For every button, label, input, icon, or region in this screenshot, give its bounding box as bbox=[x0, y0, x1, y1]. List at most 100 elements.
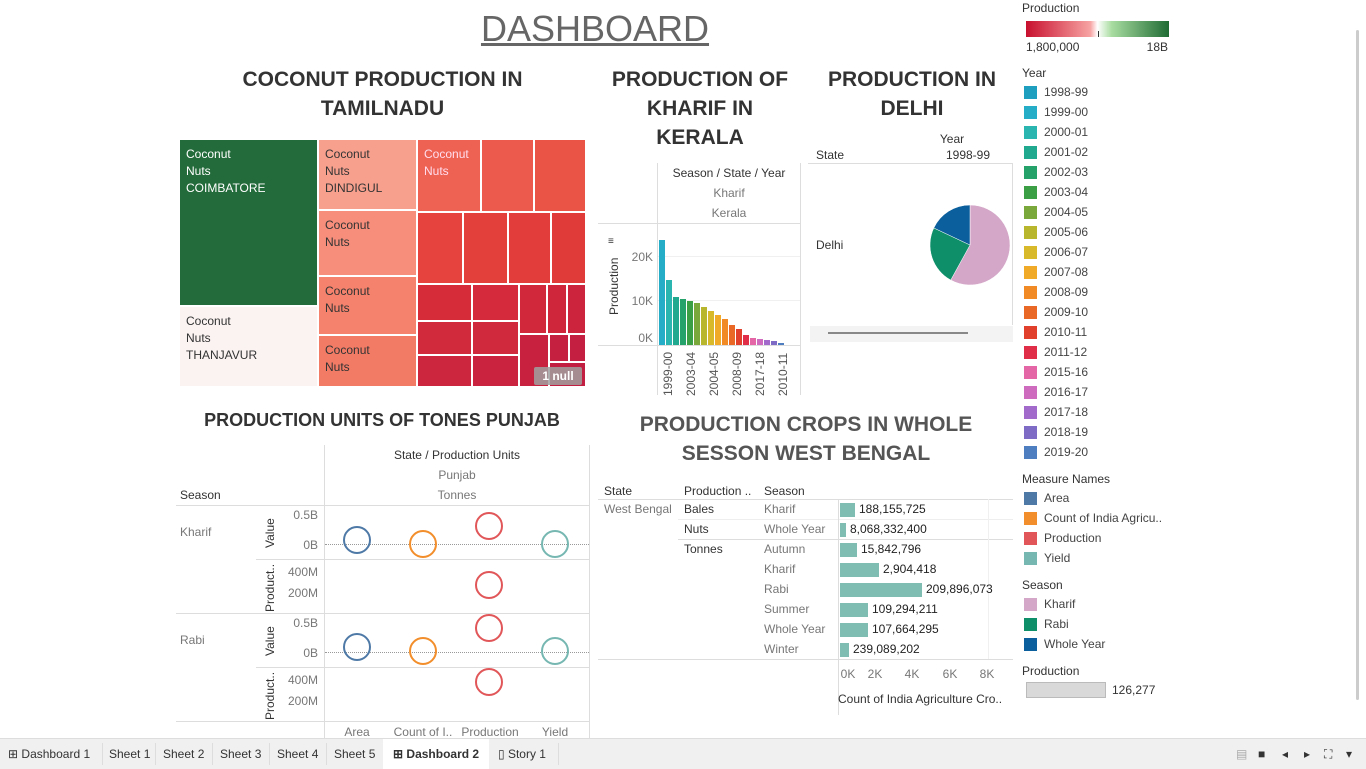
kerala-bar[interactable] bbox=[736, 329, 742, 345]
wb-bar[interactable] bbox=[840, 643, 849, 657]
legend-item[interactable]: 2000-01 bbox=[1024, 124, 1088, 140]
treemap-cell[interactable] bbox=[569, 334, 586, 362]
legend-item[interactable]: Whole Year bbox=[1024, 636, 1105, 652]
kerala-bar[interactable] bbox=[687, 301, 693, 345]
punjab-mark-area[interactable] bbox=[343, 633, 371, 661]
legend-item[interactable]: Kharif bbox=[1024, 596, 1075, 612]
fit-screen-icon[interactable]: ⛶ bbox=[1324, 747, 1333, 761]
treemap-cell[interactable] bbox=[472, 321, 519, 355]
wb-bar[interactable] bbox=[840, 523, 846, 537]
treemap-cell-thanjavur[interactable]: Coconut Nuts THANJAVUR bbox=[179, 306, 318, 387]
legend-item[interactable]: Production bbox=[1024, 530, 1101, 546]
tab-sheet-3[interactable]: Sheet 3 bbox=[220, 747, 262, 761]
legend-item[interactable]: 2018-19 bbox=[1024, 424, 1088, 440]
kerala-bar[interactable] bbox=[771, 341, 777, 345]
legend-item[interactable]: 2003-04 bbox=[1024, 184, 1088, 200]
legend-item[interactable]: 2016-17 bbox=[1024, 384, 1088, 400]
treemap-cell[interactable] bbox=[417, 284, 472, 321]
treemap-cell[interactable]: Coconut Nuts bbox=[318, 335, 417, 387]
legend-item[interactable]: 2019-20 bbox=[1024, 444, 1088, 460]
kerala-bar[interactable] bbox=[743, 335, 749, 345]
kerala-bar[interactable] bbox=[764, 340, 770, 345]
punjab-mark-production[interactable] bbox=[475, 571, 503, 599]
legend-item[interactable]: 2002-03 bbox=[1024, 164, 1088, 180]
kerala-bar[interactable] bbox=[673, 297, 679, 345]
wb-bar[interactable] bbox=[840, 583, 922, 597]
pie-slice-whole-year[interactable] bbox=[933, 204, 971, 246]
legend-item[interactable]: 2009-10 bbox=[1024, 304, 1088, 320]
pie-slice-kharif[interactable] bbox=[950, 204, 1011, 286]
kerala-bar[interactable] bbox=[694, 303, 700, 345]
legend-item[interactable]: Rabi bbox=[1024, 616, 1069, 632]
treemap-cell[interactable] bbox=[519, 284, 547, 334]
kerala-bar[interactable] bbox=[666, 280, 672, 345]
treemap-cell[interactable] bbox=[472, 355, 519, 387]
kerala-bar[interactable] bbox=[715, 315, 721, 345]
treemap-cell[interactable]: Coconut Nuts bbox=[318, 210, 417, 276]
treemap-cell[interactable] bbox=[417, 355, 472, 387]
scrollbar-thumb[interactable] bbox=[1356, 30, 1359, 700]
tab-sheet-4[interactable]: Sheet 4 bbox=[277, 747, 319, 761]
legend-item[interactable]: 2007-08 bbox=[1024, 264, 1088, 280]
legend-item[interactable]: 2005-06 bbox=[1024, 224, 1088, 240]
wb-bar[interactable] bbox=[840, 603, 868, 617]
treemap-cell[interactable] bbox=[417, 212, 463, 284]
kerala-bar[interactable] bbox=[750, 338, 756, 345]
treemap-cell[interactable] bbox=[508, 212, 551, 284]
treemap-cell[interactable] bbox=[463, 212, 508, 284]
legend-item[interactable]: 2008-09 bbox=[1024, 284, 1088, 300]
kerala-bar[interactable] bbox=[729, 325, 735, 345]
kerala-bar[interactable] bbox=[680, 299, 686, 345]
tab-story-1[interactable]: ▯ Story 1 bbox=[498, 745, 546, 763]
legend-item[interactable]: 2006-07 bbox=[1024, 244, 1088, 260]
legend-item[interactable]: Count of India Agricu.. bbox=[1024, 510, 1162, 526]
kerala-bar[interactable] bbox=[659, 240, 665, 345]
vertical-scrollbar[interactable] bbox=[1350, 0, 1366, 738]
pie-slice-rabi[interactable] bbox=[929, 227, 971, 281]
kerala-bar[interactable] bbox=[778, 343, 784, 345]
legend-item[interactable]: Yield bbox=[1024, 550, 1070, 566]
tab-sheet-5[interactable]: Sheet 5 bbox=[334, 747, 376, 761]
kerala-bar[interactable] bbox=[708, 311, 714, 345]
legend-item[interactable]: 2011-12 bbox=[1024, 344, 1087, 360]
legend-item[interactable]: 2010-11 bbox=[1024, 324, 1087, 340]
tabs-view-icon[interactable]: ■ bbox=[1258, 747, 1266, 761]
treemap-chart[interactable]: Coconut Nuts COIMBATORE Coconut Nuts THA… bbox=[179, 139, 586, 387]
tab-sheet-1[interactable]: Sheet 1 bbox=[109, 747, 151, 761]
treemap-cell[interactable] bbox=[472, 284, 519, 321]
production-color-legend[interactable] bbox=[1026, 21, 1169, 37]
null-badge[interactable]: 1 null bbox=[534, 367, 582, 385]
punjab-mark-production[interactable] bbox=[475, 614, 503, 642]
legend-item[interactable]: 2015-16 bbox=[1024, 364, 1088, 380]
punjab-mark-count[interactable] bbox=[409, 637, 437, 665]
treemap-cell[interactable] bbox=[567, 284, 586, 334]
filmstrip-view-icon[interactable]: ▤ bbox=[1236, 747, 1248, 761]
treemap-cell[interactable] bbox=[551, 212, 586, 284]
legend-item[interactable]: 2001-02 bbox=[1024, 144, 1088, 160]
treemap-cell-coimbatore[interactable]: Coconut Nuts COIMBATORE bbox=[179, 139, 318, 306]
previous-sheet-icon[interactable]: ◂ bbox=[1282, 747, 1289, 761]
tab-dashboard-1[interactable]: ⊞ Dashboard 1 bbox=[8, 745, 90, 763]
legend-item[interactable]: 2004-05 bbox=[1024, 204, 1088, 220]
treemap-cell[interactable]: Coconut Nuts bbox=[417, 139, 481, 212]
kerala-bar-area[interactable] bbox=[658, 224, 800, 345]
next-sheet-icon[interactable]: ▸ bbox=[1304, 747, 1311, 761]
punjab-mark-production[interactable] bbox=[475, 668, 503, 696]
treemap-cell[interactable]: Coconut Nuts bbox=[318, 276, 417, 335]
tab-dashboard-2[interactable]: ⊞ Dashboard 2 bbox=[393, 745, 479, 763]
treemap-cell[interactable] bbox=[547, 284, 567, 334]
punjab-mark-count[interactable] bbox=[409, 530, 437, 558]
delhi-scrollbar-thumb[interactable] bbox=[828, 332, 968, 334]
wb-bar[interactable] bbox=[840, 503, 855, 517]
punjab-mark-area[interactable] bbox=[343, 526, 371, 554]
wb-bar[interactable] bbox=[840, 563, 879, 577]
wb-bar[interactable] bbox=[840, 543, 857, 557]
kerala-bar[interactable] bbox=[757, 339, 763, 345]
legend-item[interactable]: 1998-99 bbox=[1024, 84, 1088, 100]
legend-item[interactable]: 1999-00 bbox=[1024, 104, 1088, 120]
delhi-scrollbar[interactable] bbox=[810, 326, 1013, 342]
treemap-cell[interactable] bbox=[534, 139, 586, 212]
legend-item[interactable]: 2017-18 bbox=[1024, 404, 1088, 420]
production-size-legend[interactable] bbox=[1026, 682, 1106, 698]
punjab-mark-yield[interactable] bbox=[541, 637, 569, 665]
